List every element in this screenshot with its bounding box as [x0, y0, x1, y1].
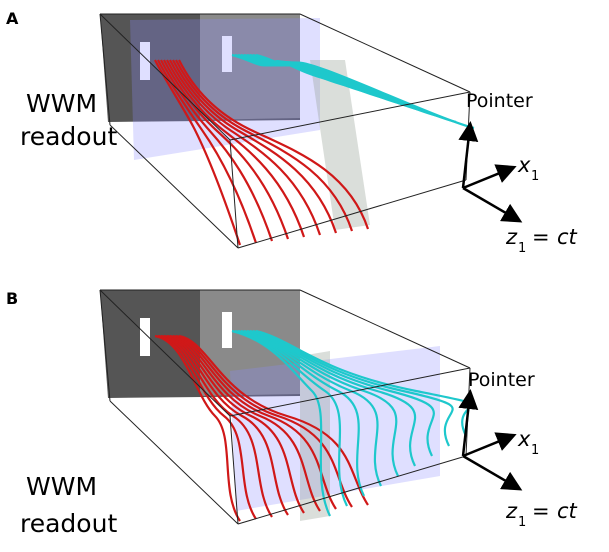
red-curve — [160, 59, 274, 242]
z-axis-symbol: z — [505, 225, 518, 249]
readout-line: readout — [20, 509, 117, 538]
box-edge — [299, 13, 471, 93]
axis-arrow — [462, 186, 523, 223]
cyan-curve — [255, 329, 473, 437]
z-axis-rhs: ct — [557, 225, 578, 249]
pointer-label: Pointer — [468, 369, 535, 391]
box-edge — [299, 289, 471, 369]
x-axis-subscript: 1 — [531, 443, 539, 458]
red-curve — [163, 59, 290, 240]
red-curve — [157, 334, 257, 520]
box-edge — [99, 13, 111, 126]
red-curve — [154, 59, 242, 246]
box-edge — [229, 367, 471, 417]
box-edge — [237, 455, 467, 525]
x-axis-subscript: 1 — [531, 169, 539, 184]
axis-arrow — [462, 164, 517, 190]
red-curve — [175, 59, 354, 232]
axis-arrow — [462, 432, 517, 458]
readout-line: WWM — [26, 89, 97, 118]
slit — [140, 42, 150, 80]
cyan-curve — [243, 329, 399, 477]
z-axis-subscript: 1 — [518, 241, 526, 256]
x-axis-symbol: x — [517, 153, 531, 177]
geometry — [99, 13, 523, 525]
x-axis-symbol: x — [517, 427, 531, 451]
red-curve — [160, 334, 273, 518]
red-curve — [175, 334, 353, 508]
z-axis-rhs: ct — [557, 499, 578, 523]
axis-arrow — [458, 389, 479, 457]
box-edge — [229, 415, 239, 525]
red-curve — [169, 334, 321, 512]
screen-plane — [130, 18, 320, 160]
axis-arrow — [462, 454, 523, 491]
red-curve — [166, 59, 306, 238]
cyan-curve — [240, 329, 382, 487]
z-axis-subscript: 1 — [518, 515, 526, 530]
red-curve — [166, 334, 305, 514]
red-curve — [169, 59, 322, 236]
cyan-curve — [246, 329, 417, 467]
cyan-curve — [237, 329, 365, 497]
box-edge — [229, 139, 239, 249]
z-axis-equals: = — [532, 225, 550, 249]
readout-line: WWM — [26, 472, 97, 501]
box-edge — [237, 179, 467, 249]
cyan-curve — [234, 329, 348, 507]
box-edge — [99, 289, 111, 402]
red-curve — [163, 334, 289, 516]
gray-slice — [310, 60, 370, 230]
red-curve — [172, 334, 337, 510]
cyan-curve — [252, 329, 454, 447]
box-edge — [109, 124, 239, 249]
axis-arrow — [458, 121, 479, 189]
cyan-curve — [231, 329, 331, 517]
z-axis-equals: = — [532, 499, 550, 523]
readout-line: readout — [20, 122, 117, 151]
z-axis-symbol: z — [505, 499, 518, 523]
cyan-curve — [249, 329, 435, 457]
slit — [140, 318, 150, 356]
pointer-label: Pointer — [466, 90, 533, 112]
panel-label: B — [6, 289, 18, 308]
slit — [222, 36, 232, 72]
red-curve — [178, 59, 370, 230]
slit — [222, 312, 232, 348]
red-curve — [178, 334, 369, 506]
cyan-curve — [255, 53, 475, 130]
panel-label: A — [6, 9, 19, 28]
box-edge — [99, 13, 231, 141]
red-curve — [154, 334, 241, 522]
box-edge — [109, 400, 239, 525]
red-curve — [172, 59, 338, 234]
box-edge — [229, 91, 471, 141]
box-edge — [99, 289, 231, 417]
